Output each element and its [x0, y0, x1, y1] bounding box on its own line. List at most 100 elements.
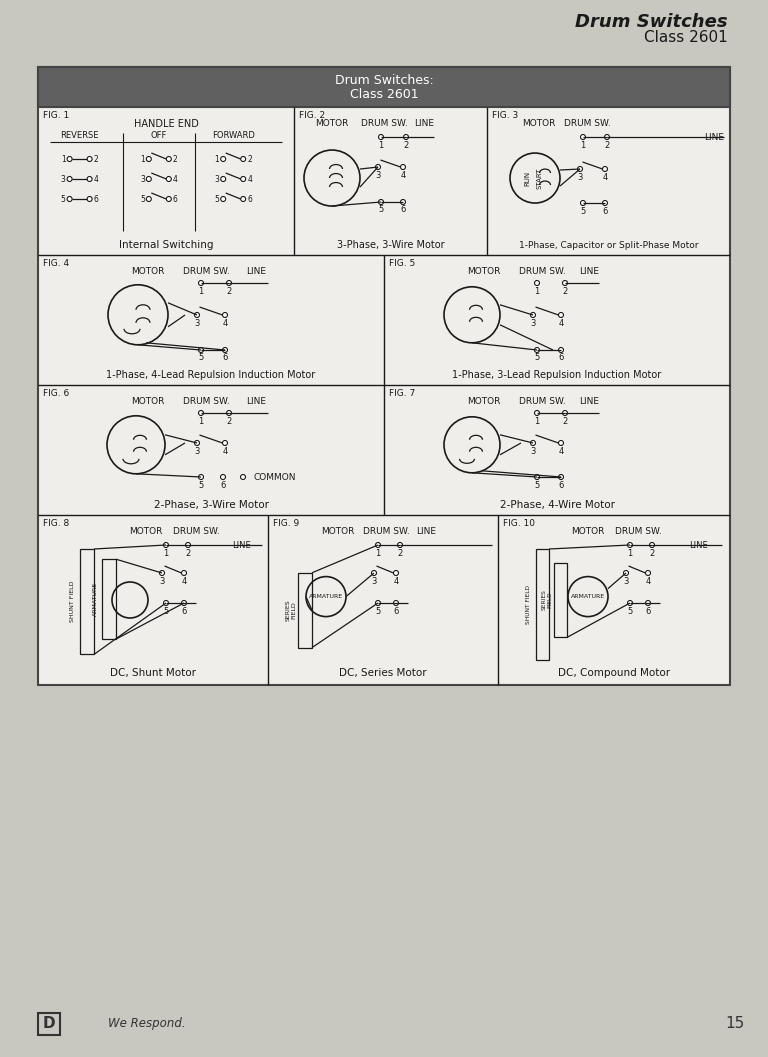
Text: FIG. 5: FIG. 5 — [389, 259, 415, 267]
Circle shape — [87, 156, 92, 162]
Circle shape — [220, 156, 226, 162]
Text: DC, Series Motor: DC, Series Motor — [339, 668, 427, 678]
Circle shape — [562, 280, 568, 285]
Circle shape — [181, 600, 187, 606]
Circle shape — [227, 280, 231, 285]
Circle shape — [398, 542, 402, 548]
Text: 3: 3 — [194, 318, 200, 328]
Text: LINE: LINE — [246, 267, 266, 277]
Text: FIG. 6: FIG. 6 — [43, 389, 69, 397]
Text: 1-Phase, 4-Lead Repulsion Induction Motor: 1-Phase, 4-Lead Repulsion Induction Moto… — [107, 370, 316, 381]
Circle shape — [400, 165, 406, 169]
Circle shape — [535, 475, 539, 480]
Text: SERIES
FIELD: SERIES FIELD — [541, 590, 552, 611]
Text: 2-Phase, 4-Wire Motor: 2-Phase, 4-Wire Motor — [499, 500, 614, 509]
Text: 3: 3 — [194, 446, 200, 456]
Circle shape — [372, 571, 376, 575]
Circle shape — [146, 156, 151, 162]
Text: 1: 1 — [379, 141, 384, 149]
Circle shape — [220, 197, 226, 202]
Circle shape — [578, 167, 582, 171]
Text: MOTOR: MOTOR — [316, 119, 349, 129]
Circle shape — [558, 475, 564, 480]
Bar — [536, 549, 549, 660]
Text: SHUNT FIELD: SHUNT FIELD — [69, 581, 74, 623]
Circle shape — [240, 156, 246, 162]
Text: 6: 6 — [181, 607, 187, 615]
Text: 6: 6 — [645, 607, 650, 615]
Text: 3: 3 — [371, 576, 376, 586]
Text: DRUM SW.: DRUM SW. — [362, 527, 409, 537]
Text: 5: 5 — [198, 481, 204, 489]
Text: 6: 6 — [222, 353, 227, 363]
Text: FIG. 7: FIG. 7 — [389, 389, 415, 397]
Text: 2: 2 — [397, 549, 402, 557]
Bar — [80, 549, 94, 654]
Circle shape — [194, 441, 200, 445]
Circle shape — [194, 313, 200, 317]
Text: 4: 4 — [223, 446, 227, 456]
Text: 6: 6 — [558, 353, 564, 363]
Text: Drum Switches:: Drum Switches: — [335, 74, 433, 87]
Text: 5: 5 — [140, 194, 145, 204]
Circle shape — [160, 571, 164, 575]
Text: 4: 4 — [602, 172, 607, 182]
Circle shape — [220, 475, 226, 480]
Bar — [38, 67, 730, 107]
Text: MOTOR: MOTOR — [522, 119, 556, 129]
Text: LINE: LINE — [579, 267, 599, 277]
Text: DRUM SW.: DRUM SW. — [518, 397, 565, 407]
Text: 5: 5 — [164, 607, 169, 615]
Text: Drum Switches: Drum Switches — [575, 13, 728, 31]
Text: FIG. 3: FIG. 3 — [492, 111, 518, 119]
Circle shape — [167, 156, 171, 162]
Text: DRUM SW.: DRUM SW. — [564, 119, 611, 129]
Text: DRUM SW.: DRUM SW. — [183, 397, 230, 407]
Text: 2: 2 — [247, 154, 252, 164]
Circle shape — [376, 542, 380, 548]
Circle shape — [223, 348, 227, 352]
Circle shape — [67, 177, 72, 182]
Text: 6: 6 — [247, 194, 252, 204]
Circle shape — [581, 201, 585, 205]
Text: 2: 2 — [94, 154, 98, 164]
Text: 5: 5 — [61, 194, 65, 204]
Circle shape — [604, 134, 610, 140]
Text: FIG. 8: FIG. 8 — [43, 519, 69, 527]
Circle shape — [198, 280, 204, 285]
Text: DC, Shunt Motor: DC, Shunt Motor — [110, 668, 196, 678]
Text: 1: 1 — [198, 286, 204, 296]
Text: 6: 6 — [173, 194, 177, 204]
Text: 2-Phase, 3-Wire Motor: 2-Phase, 3-Wire Motor — [154, 500, 269, 509]
Bar — [38, 1013, 60, 1035]
Text: 2: 2 — [173, 154, 177, 164]
Text: ARMATURE: ARMATURE — [92, 582, 98, 616]
Text: MOTOR: MOTOR — [571, 527, 604, 537]
Text: DRUM SW.: DRUM SW. — [614, 527, 661, 537]
Circle shape — [220, 177, 226, 182]
Text: 3: 3 — [531, 446, 536, 456]
Text: 6: 6 — [393, 607, 399, 615]
Circle shape — [181, 571, 187, 575]
Text: FIG. 10: FIG. 10 — [503, 519, 535, 527]
Circle shape — [403, 134, 409, 140]
Text: 2: 2 — [227, 416, 232, 426]
Text: 3: 3 — [159, 576, 164, 586]
Text: MOTOR: MOTOR — [321, 527, 355, 537]
Circle shape — [223, 441, 227, 445]
Circle shape — [581, 134, 585, 140]
Text: ARMATURE: ARMATURE — [571, 594, 605, 599]
Text: 4: 4 — [558, 318, 564, 328]
Text: MOTOR: MOTOR — [131, 397, 164, 407]
Bar — [38, 67, 730, 685]
Circle shape — [558, 313, 564, 317]
Text: 3: 3 — [376, 170, 381, 180]
Text: 3: 3 — [531, 318, 536, 328]
Text: 3: 3 — [214, 174, 219, 184]
Circle shape — [558, 441, 564, 445]
Text: 6: 6 — [400, 205, 406, 215]
Circle shape — [627, 542, 633, 548]
Circle shape — [146, 197, 151, 202]
Text: 1: 1 — [164, 549, 169, 557]
Text: 3: 3 — [578, 172, 583, 182]
